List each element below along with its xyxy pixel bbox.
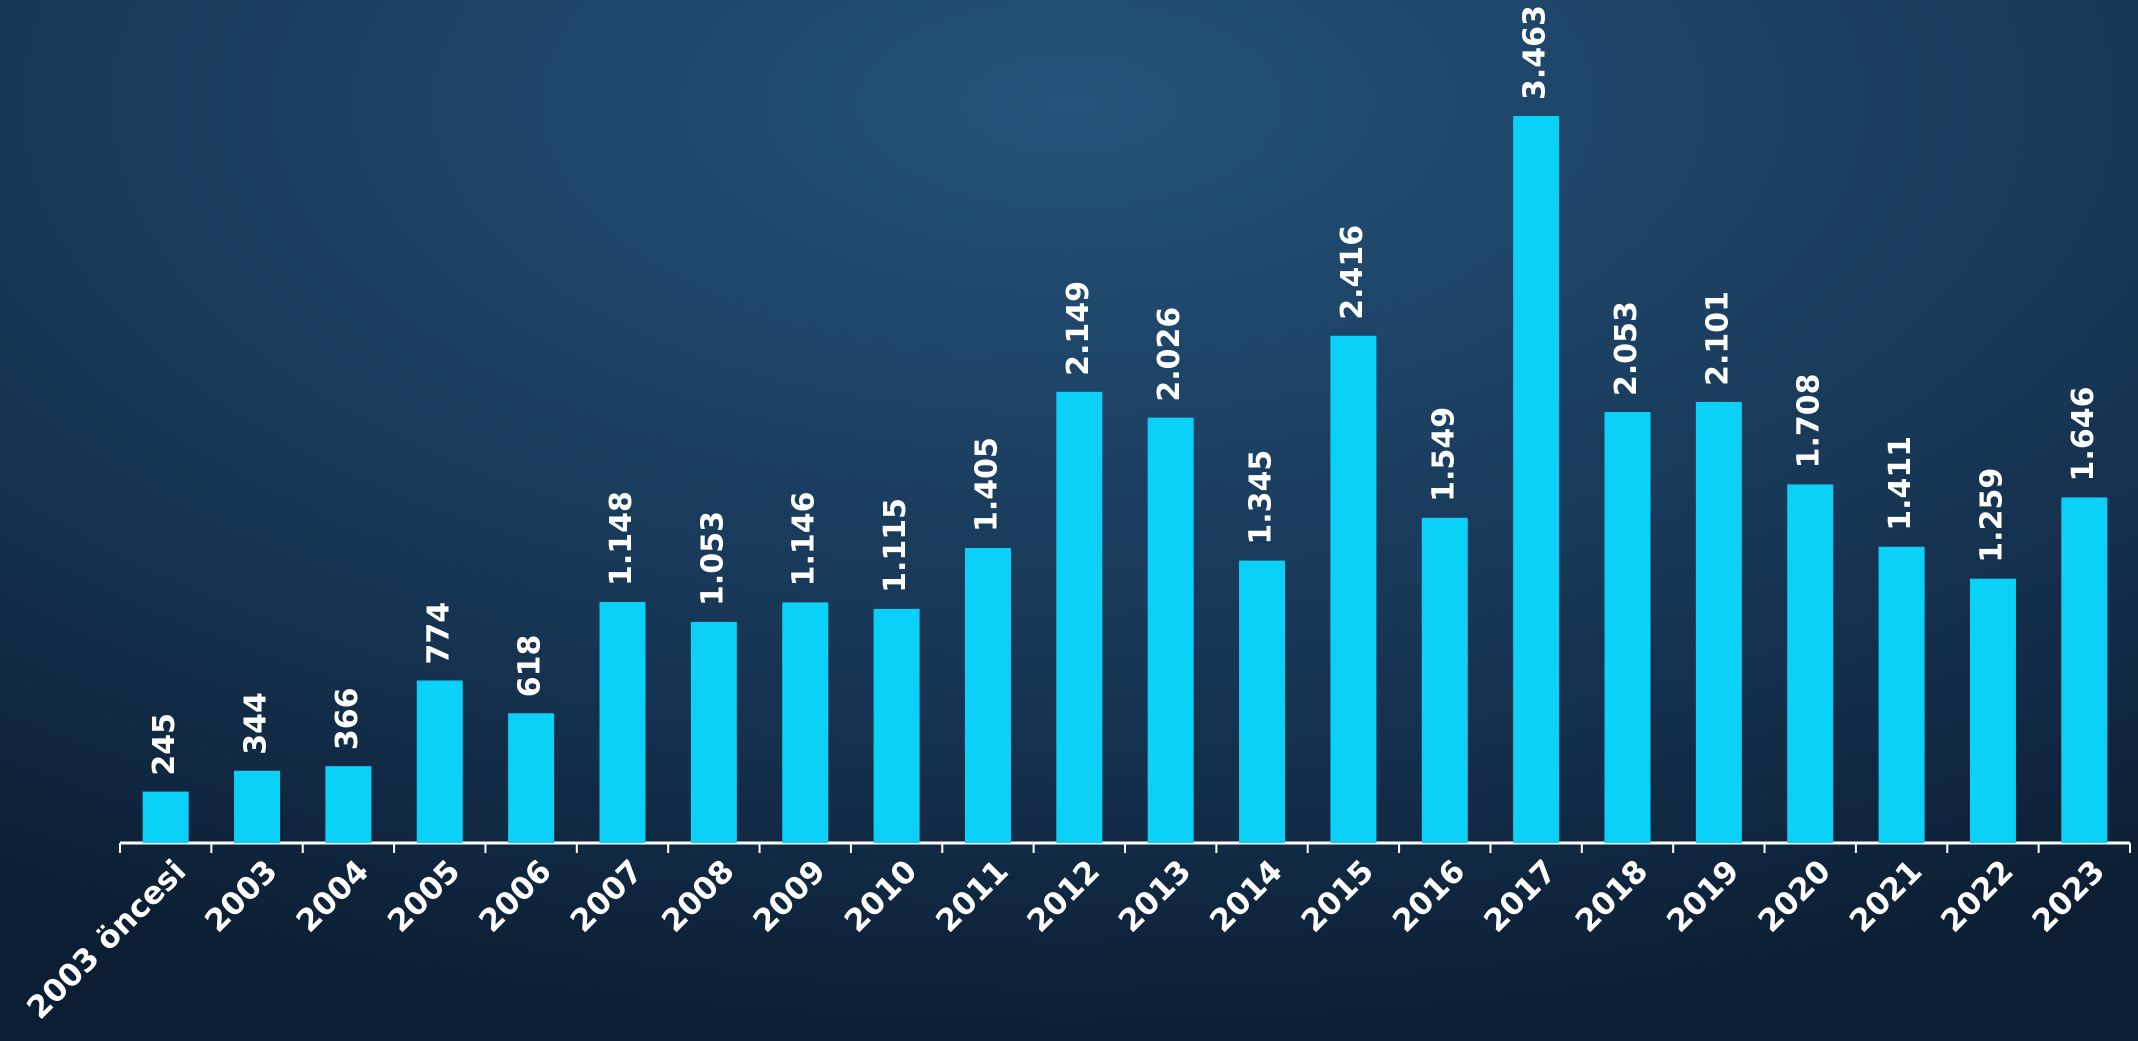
bar <box>1513 116 1560 843</box>
value-label: 366 <box>330 688 365 751</box>
value-label: 2.026 <box>1152 307 1187 402</box>
value-label: 2.053 <box>1609 301 1644 396</box>
bar <box>508 713 555 843</box>
value-label: 1.411 <box>1883 436 1918 531</box>
bar <box>1147 417 1194 843</box>
bar <box>1878 546 1925 843</box>
bar <box>325 766 372 843</box>
value-label: 2.149 <box>1061 281 1096 376</box>
value-label: 2.101 <box>1700 291 1735 386</box>
bar <box>142 791 189 843</box>
value-label: 3.463 <box>1518 5 1553 100</box>
value-label: 618 <box>513 635 548 698</box>
value-label: 1.148 <box>604 491 639 586</box>
value-label: 2.416 <box>1335 225 1370 320</box>
value-label: 1.115 <box>878 498 913 593</box>
bar <box>964 548 1011 843</box>
bar <box>782 602 829 843</box>
bar <box>1239 560 1286 843</box>
value-label: 344 <box>239 692 274 755</box>
value-label: 1.405 <box>969 437 1004 532</box>
bar <box>599 601 646 843</box>
bar <box>234 770 281 843</box>
value-label: 774 <box>421 602 456 665</box>
bar <box>1695 401 1742 843</box>
bar <box>690 621 737 843</box>
value-label: 1.549 <box>1426 407 1461 502</box>
bar <box>1604 412 1651 843</box>
bar <box>1056 391 1103 843</box>
value-label: 1.708 <box>1792 374 1827 469</box>
bar <box>1969 578 2016 843</box>
bar <box>416 680 463 843</box>
bar <box>2061 497 2108 843</box>
value-label: 245 <box>147 713 182 776</box>
bar <box>1787 484 1834 843</box>
value-label: 1.146 <box>787 492 822 587</box>
bar <box>873 608 920 843</box>
value-label: 1.053 <box>695 511 730 606</box>
bar <box>1421 517 1468 843</box>
value-label: 1.646 <box>2066 387 2101 482</box>
value-label: 1.259 <box>1974 468 2009 563</box>
value-label: 1.345 <box>1244 450 1279 545</box>
bar <box>1330 335 1377 843</box>
